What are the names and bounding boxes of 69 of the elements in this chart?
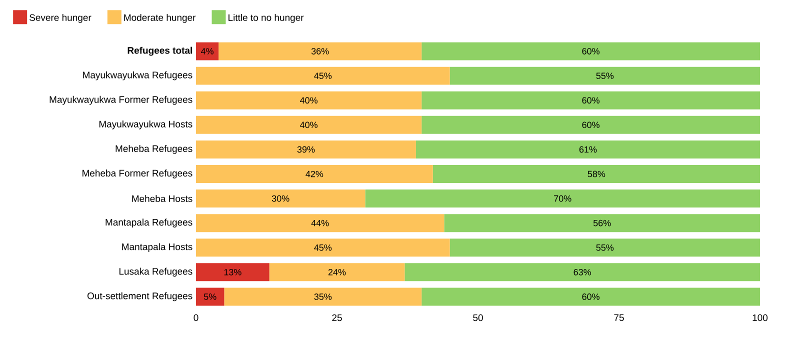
- bar: [196, 263, 270, 282]
- data-label: 56%: [593, 220, 611, 226]
- legend-label: Severe hunger: [30, 14, 92, 23]
- x-tick-label: 0: [194, 314, 198, 322]
- bar: [422, 42, 760, 60]
- data-label: 13%: [224, 268, 242, 276]
- bar: [422, 116, 760, 134]
- data-label: 44%: [311, 220, 329, 226]
- data-label: 45%: [314, 244, 332, 251]
- y-tick-label: Meheba Former Refugees: [82, 170, 192, 178]
- bar: [196, 42, 219, 60]
- data-label: 55%: [596, 244, 614, 251]
- y-tick-label: Mayukwayukwa Hosts: [99, 120, 192, 130]
- bar: [416, 140, 760, 158]
- bar: [432, 164, 760, 183]
- bar: [224, 288, 422, 306]
- data-label: 60%: [582, 294, 600, 300]
- bar: [196, 116, 422, 134]
- data-label: 30%: [272, 195, 290, 202]
- y-tick-label: Mayukwayukwa Refugees: [83, 71, 192, 80]
- y-tick-label: Refugees total: [128, 46, 192, 56]
- y-tick-label: Meheba Hosts: [132, 195, 192, 202]
- x-tick-label: 100: [752, 314, 768, 322]
- bar: [365, 190, 760, 208]
- bar: [196, 190, 366, 208]
- x-tick-label: 75: [614, 314, 624, 321]
- data-label: 60%: [582, 48, 600, 54]
- bar: [218, 42, 422, 60]
- data-label: 36%: [311, 48, 329, 54]
- data-label: 60%: [582, 97, 600, 104]
- data-label: 45%: [314, 72, 332, 79]
- bar: [196, 164, 433, 183]
- bar: [196, 140, 416, 158]
- data-label: 63%: [574, 268, 592, 276]
- data-label: 40%: [300, 97, 318, 104]
- bar: [196, 288, 224, 306]
- legend-label: Little to no hunger: [228, 14, 304, 23]
- data-label: 24%: [328, 268, 346, 276]
- bar: [444, 214, 760, 232]
- data-label: 35%: [314, 294, 332, 300]
- y-tick-label: Mantapala Refugees: [106, 218, 192, 228]
- y-tick-label: Lusaka Refugees: [119, 268, 192, 277]
- bar: [196, 91, 422, 110]
- bar: [196, 238, 450, 257]
- legend-label: Moderate hunger: [124, 14, 196, 23]
- data-label: 60%: [582, 122, 600, 128]
- y-tick-label: Meheba Refugees: [116, 145, 192, 154]
- bar: [269, 263, 405, 282]
- bar: [450, 66, 760, 85]
- data-label: 4%: [200, 48, 214, 54]
- bar: [422, 91, 760, 110]
- data-label: 55%: [596, 72, 614, 79]
- y-tick-label: Mantapala Hosts: [122, 243, 192, 252]
- data-label: 70%: [554, 195, 572, 202]
- bar: [196, 214, 444, 232]
- bar: [422, 288, 760, 306]
- data-label: 5%: [204, 294, 216, 300]
- data-label: 40%: [300, 122, 318, 128]
- data-label: 42%: [306, 170, 324, 178]
- data-label: 39%: [297, 146, 315, 153]
- bar: [450, 238, 760, 257]
- x-tick-label: 50: [473, 314, 483, 322]
- bar: [404, 263, 760, 282]
- y-tick-label: Out-settlement Refugees: [87, 292, 192, 302]
- data-label: 58%: [588, 170, 606, 178]
- bar: [196, 66, 450, 85]
- data-label: 61%: [579, 146, 597, 153]
- y-tick-label: Mayukwayukwa Former Refugees: [50, 96, 192, 105]
- x-tick-label: 25: [332, 314, 342, 322]
